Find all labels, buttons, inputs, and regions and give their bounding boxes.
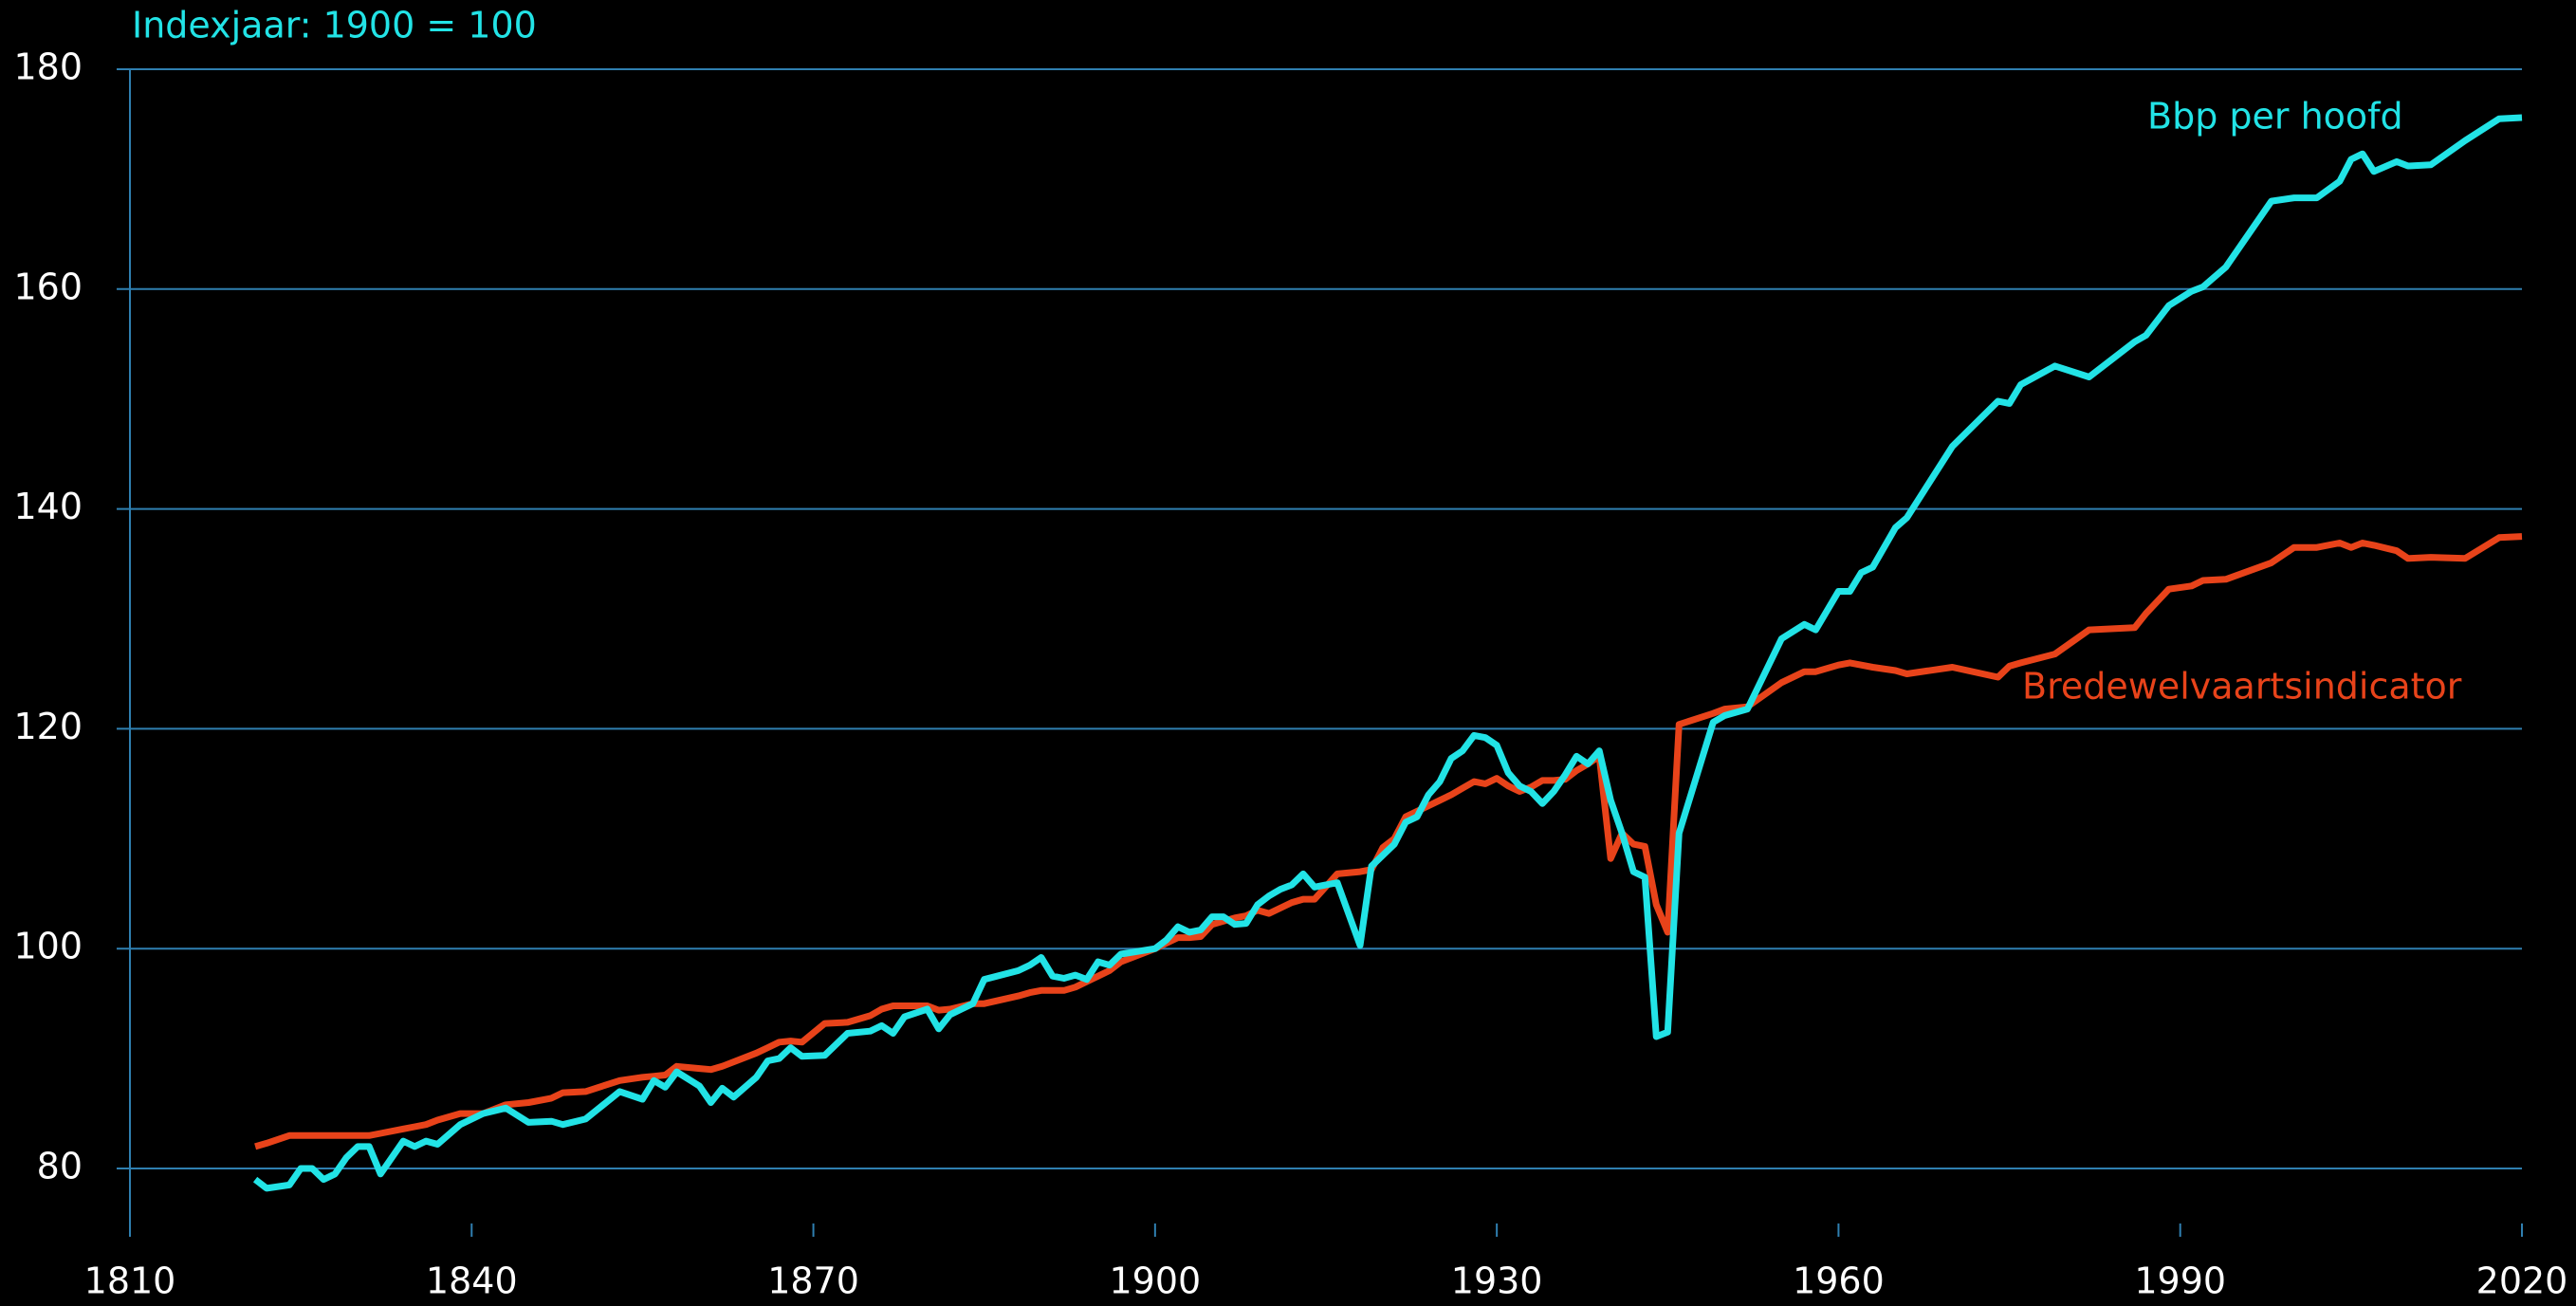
series-line (252, 114, 2523, 1192)
y-tick-label: 140 (13, 486, 83, 527)
y-tick-label: 180 (13, 46, 83, 88)
y-tick-label: 100 (13, 926, 83, 967)
chart-subtitle: Indexjaar: 1900 = 100 (132, 5, 537, 46)
series-line (254, 533, 2523, 1150)
series-label: Bbp per hoofd (2147, 96, 2403, 138)
x-tick-label: 1930 (1451, 1260, 1543, 1302)
y-tick-label: 120 (13, 706, 83, 747)
y-tick-label: 160 (13, 266, 83, 307)
x-tick-label: 1960 (1793, 1260, 1885, 1302)
x-tick-label: 2020 (2476, 1260, 2568, 1302)
x-tick-label: 1990 (2134, 1260, 2226, 1302)
x-tick-label: 1840 (426, 1260, 518, 1302)
x-tick-label: 1900 (1109, 1260, 1201, 1302)
y-tick-label: 80 (37, 1146, 83, 1187)
x-tick-label: 1810 (84, 1260, 176, 1302)
x-tick-label: 1870 (767, 1260, 859, 1302)
series-label: Bredewelvaartsindicator (2022, 666, 2462, 708)
